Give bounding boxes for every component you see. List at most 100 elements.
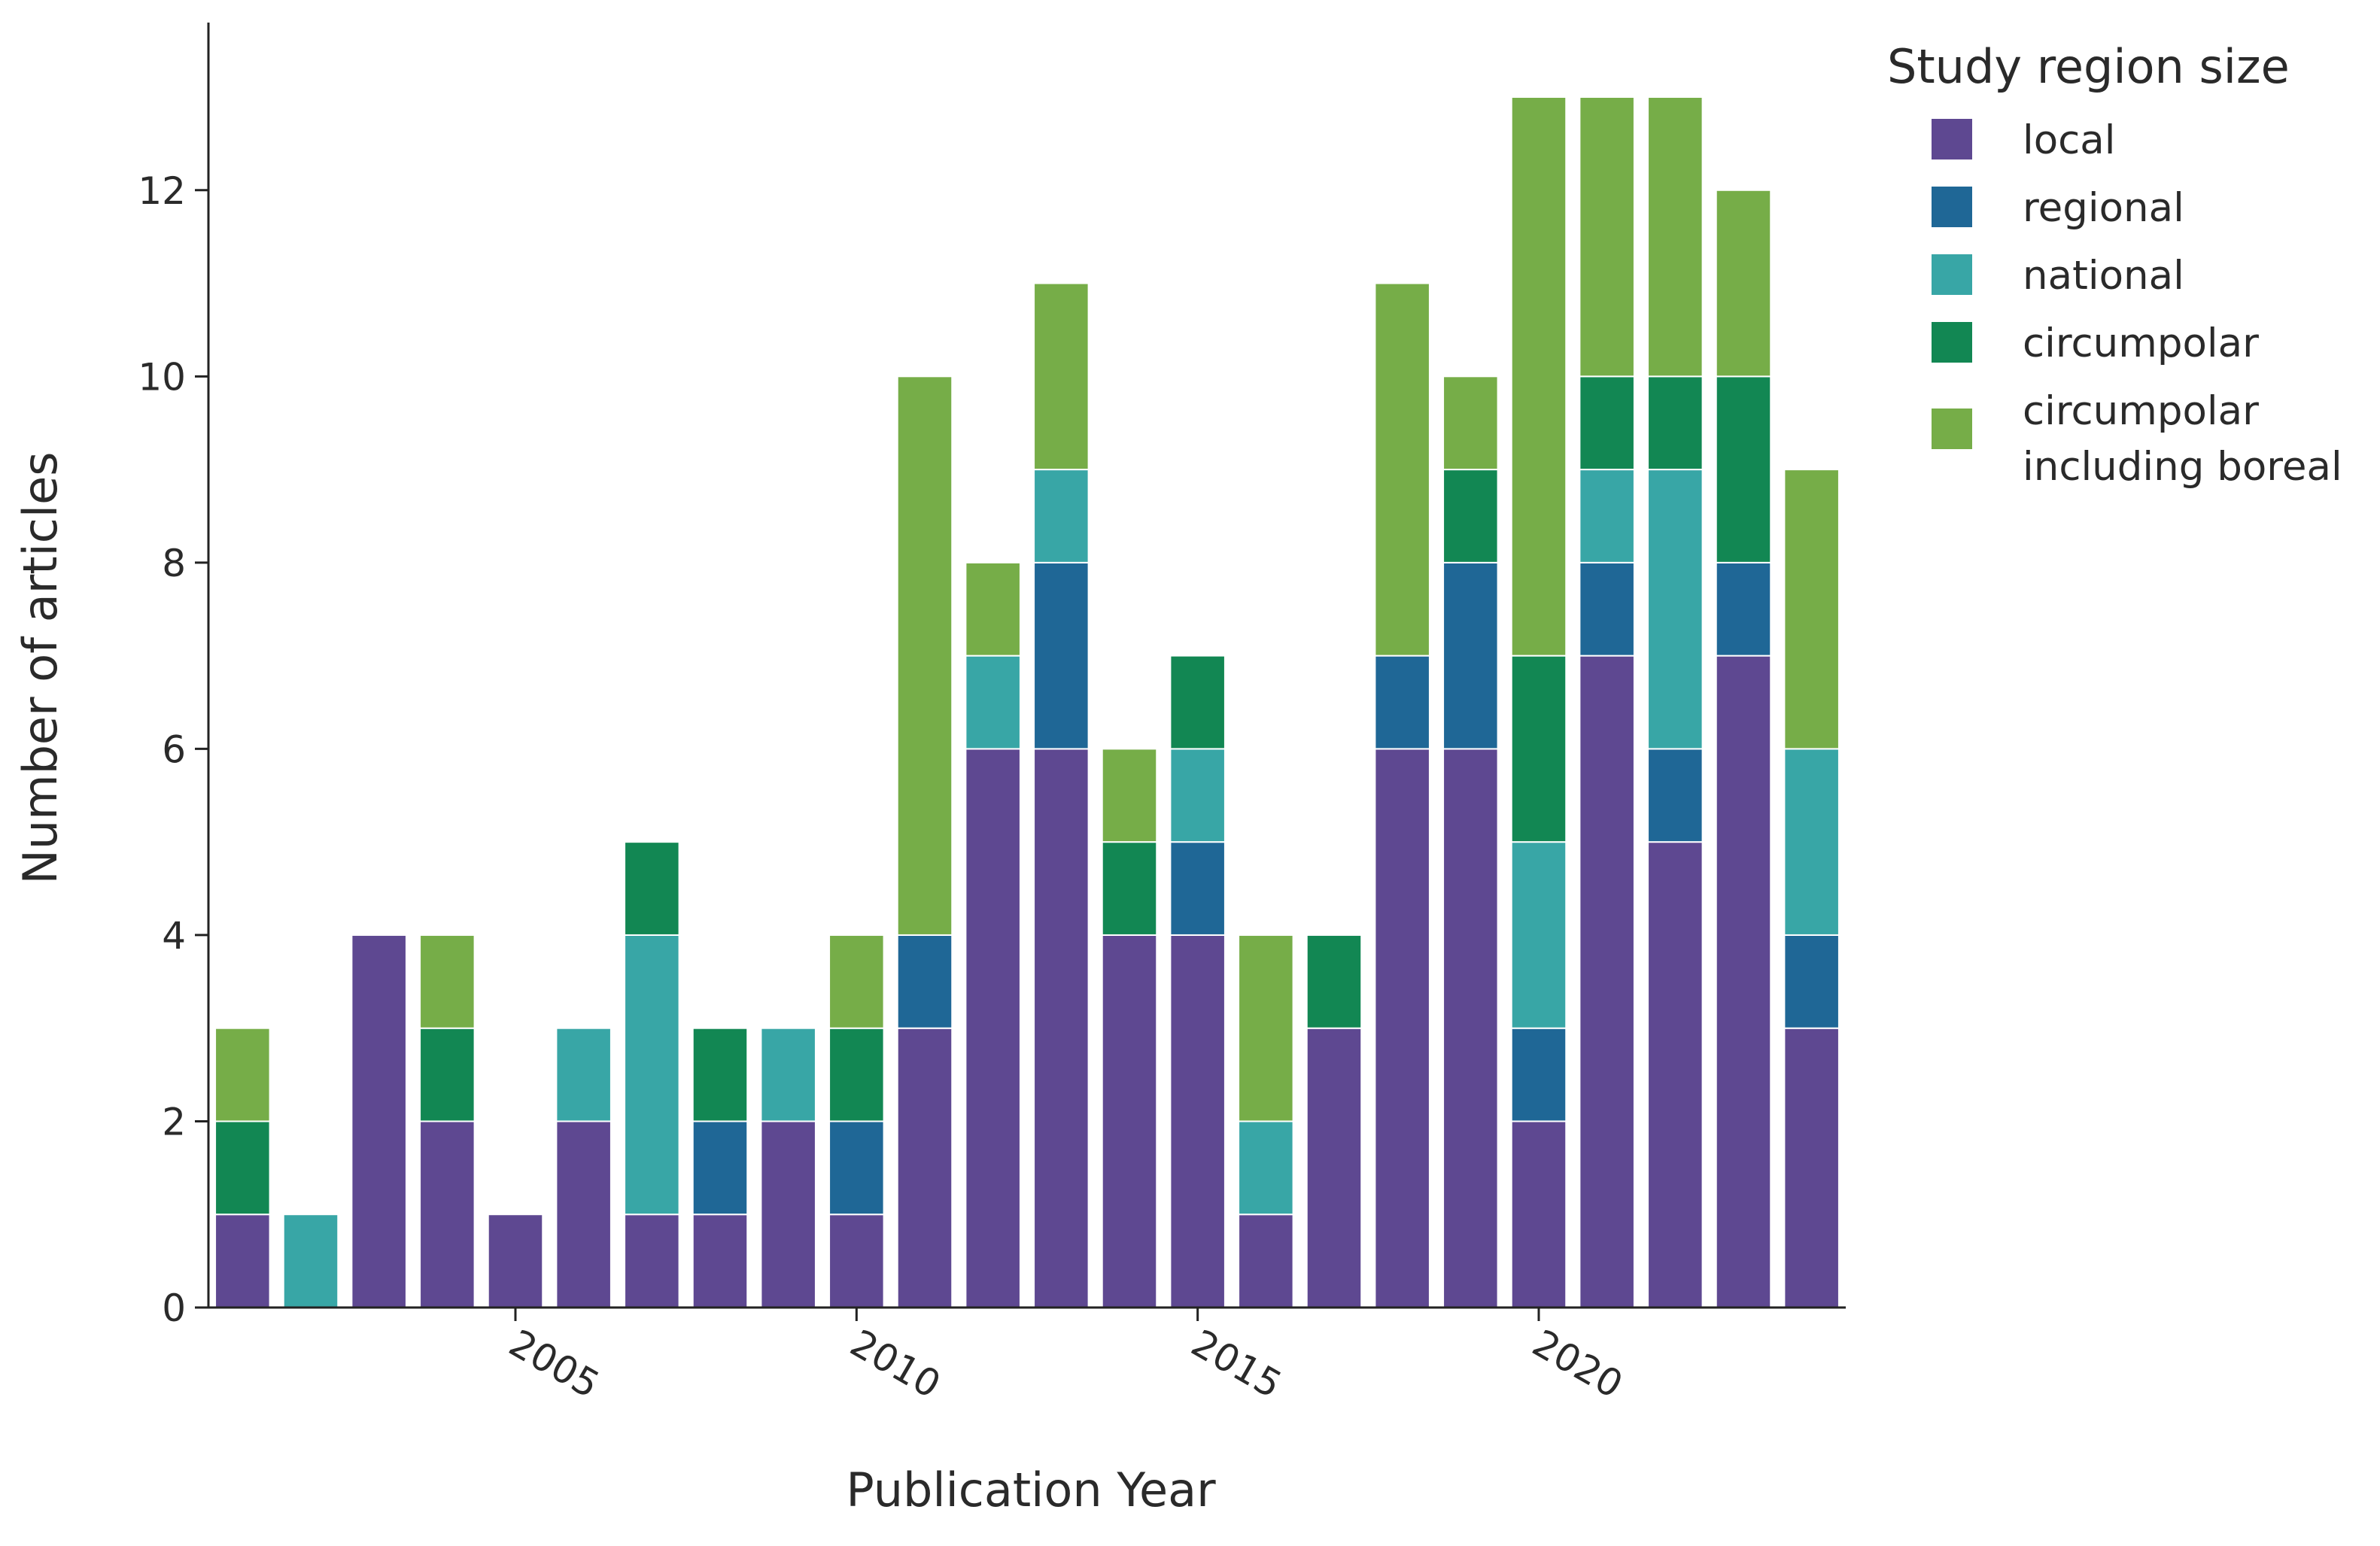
bar-2018-circumpolar-including-boreal — [1374, 282, 1430, 657]
bar-2022-circumpolar — [1647, 375, 1704, 471]
bar-2001-circumpolar — [214, 1120, 271, 1216]
y-tick-label: 2 — [162, 1100, 186, 1144]
y-axis-title: Number of articles — [13, 451, 68, 884]
bar-2024-regional — [1783, 934, 1840, 1029]
bar-2007-local — [624, 1213, 680, 1308]
bar-2022-local — [1647, 841, 1704, 1309]
bar-2019-circumpolar-including-boreal — [1442, 375, 1499, 471]
bar-2006-national — [555, 1027, 612, 1122]
bar-2024-national — [1783, 748, 1840, 936]
bar-2022-national — [1647, 469, 1704, 750]
legend-swatch-local — [1932, 119, 1972, 159]
legend-label: national — [2023, 253, 2184, 299]
bar-2004-circumpolar — [419, 1027, 476, 1122]
bar-2020-national — [1510, 841, 1567, 1029]
y-tick-label: 12 — [138, 169, 186, 213]
bar-2020-circumpolar — [1510, 655, 1567, 843]
x-tick-label: 2010 — [843, 1321, 947, 1407]
bar-2014-local — [1101, 934, 1158, 1309]
legend: Study region size local regional national c… — [1887, 39, 2342, 490]
bar-2021-circumpolar — [1579, 375, 1635, 471]
bar-2005-local — [487, 1213, 544, 1308]
bar-2008-regional — [692, 1120, 749, 1216]
y-tick-label: 8 — [162, 542, 186, 585]
bar-2010-local — [828, 1213, 885, 1308]
bar-2016-local — [1238, 1213, 1294, 1308]
legend-label: circumpolar — [2023, 320, 2259, 366]
bar-2019-circumpolar — [1442, 469, 1499, 563]
bar-2012-circumpolar-including-boreal — [965, 561, 1021, 657]
bar-2012-national — [965, 655, 1021, 750]
bar-2011-local — [896, 1027, 953, 1308]
bar-2017-circumpolar — [1306, 934, 1363, 1029]
bar-2001-circumpolar-including-boreal — [214, 1027, 271, 1122]
bar-2004-circumpolar-including-boreal — [419, 934, 476, 1029]
legend-swatch-national — [1932, 254, 1972, 295]
legend-title: Study region size — [1887, 39, 2290, 94]
legend-label: including boreal — [2023, 444, 2342, 490]
y-tick-label: 0 — [162, 1286, 186, 1330]
bar-2023-circumpolar — [1715, 375, 1772, 563]
bar-2023-local — [1715, 655, 1772, 1308]
bar-2021-local — [1579, 655, 1635, 1308]
bar-2003-local — [351, 934, 407, 1309]
bar-2023-circumpolar-including-boreal — [1715, 189, 1772, 378]
legend-label: regional — [2023, 185, 2184, 231]
bar-2023-regional — [1715, 561, 1772, 657]
bar-2011-regional — [896, 934, 953, 1029]
bar-2021-regional — [1579, 561, 1635, 657]
bar-2009-national — [760, 1027, 816, 1122]
bar-2018-local — [1374, 748, 1430, 1308]
bar-2012-local — [965, 748, 1021, 1308]
bar-2010-circumpolar — [828, 1027, 885, 1122]
bar-2021-national — [1579, 469, 1635, 563]
legend-label: circumpolar — [2023, 388, 2259, 434]
bar-2014-circumpolar-including-boreal — [1101, 748, 1158, 843]
bar-2013-regional — [1033, 561, 1090, 750]
bar-2002-national — [282, 1213, 339, 1308]
bar-2024-circumpolar-including-boreal — [1783, 469, 1840, 750]
bar-2015-local — [1169, 934, 1226, 1309]
y-tick-label: 6 — [162, 727, 186, 771]
bar-2022-circumpolar-including-boreal — [1647, 96, 1704, 378]
bar-2018-regional — [1374, 655, 1430, 750]
bar-2015-circumpolar — [1169, 655, 1226, 750]
bar-2019-regional — [1442, 561, 1499, 750]
bar-2019-local — [1442, 748, 1499, 1308]
bar-2007-circumpolar — [624, 841, 680, 936]
bar-2024-local — [1783, 1027, 1840, 1308]
bar-2015-national — [1169, 748, 1226, 843]
bar-2016-national — [1238, 1120, 1294, 1216]
bar-2020-regional — [1510, 1027, 1567, 1122]
bar-2011-circumpolar-including-boreal — [896, 375, 953, 936]
bar-2010-regional — [828, 1120, 885, 1216]
bar-2007-national — [624, 934, 680, 1216]
bar-2017-local — [1306, 1027, 1363, 1308]
bar-2020-local — [1510, 1120, 1567, 1308]
bar-2008-circumpolar — [692, 1027, 749, 1122]
bar-2021-circumpolar-including-boreal — [1579, 96, 1635, 378]
bar-2014-circumpolar — [1101, 841, 1158, 936]
bar-2009-local — [760, 1120, 816, 1308]
y-tick-label: 10 — [138, 355, 186, 399]
bar-2013-local — [1033, 748, 1090, 1308]
x-axis-title: Publication Year — [846, 1462, 1216, 1517]
bar-2008-local — [692, 1213, 749, 1308]
bar-2016-circumpolar-including-boreal — [1238, 934, 1294, 1122]
bar-2006-local — [555, 1120, 612, 1308]
y-tick-label: 4 — [162, 914, 186, 958]
legend-swatch-circumpolar — [1932, 322, 1972, 363]
legend-swatch-circumpolar-including-boreal — [1932, 409, 1972, 449]
x-tick-label: 2005 — [502, 1321, 606, 1407]
bar-2022-regional — [1647, 748, 1704, 843]
x-tick-label: 2020 — [1525, 1321, 1630, 1407]
x-tick-label: 2015 — [1184, 1321, 1289, 1407]
bar-2020-circumpolar-including-boreal — [1510, 96, 1567, 657]
bar-2013-circumpolar-including-boreal — [1033, 282, 1090, 471]
legend-label: local — [2023, 117, 2116, 163]
bar-2015-regional — [1169, 841, 1226, 936]
bar-2010-circumpolar-including-boreal — [828, 934, 885, 1029]
bar-2001-local — [214, 1213, 271, 1308]
bar-2004-local — [419, 1120, 476, 1308]
bar-2013-national — [1033, 469, 1090, 563]
